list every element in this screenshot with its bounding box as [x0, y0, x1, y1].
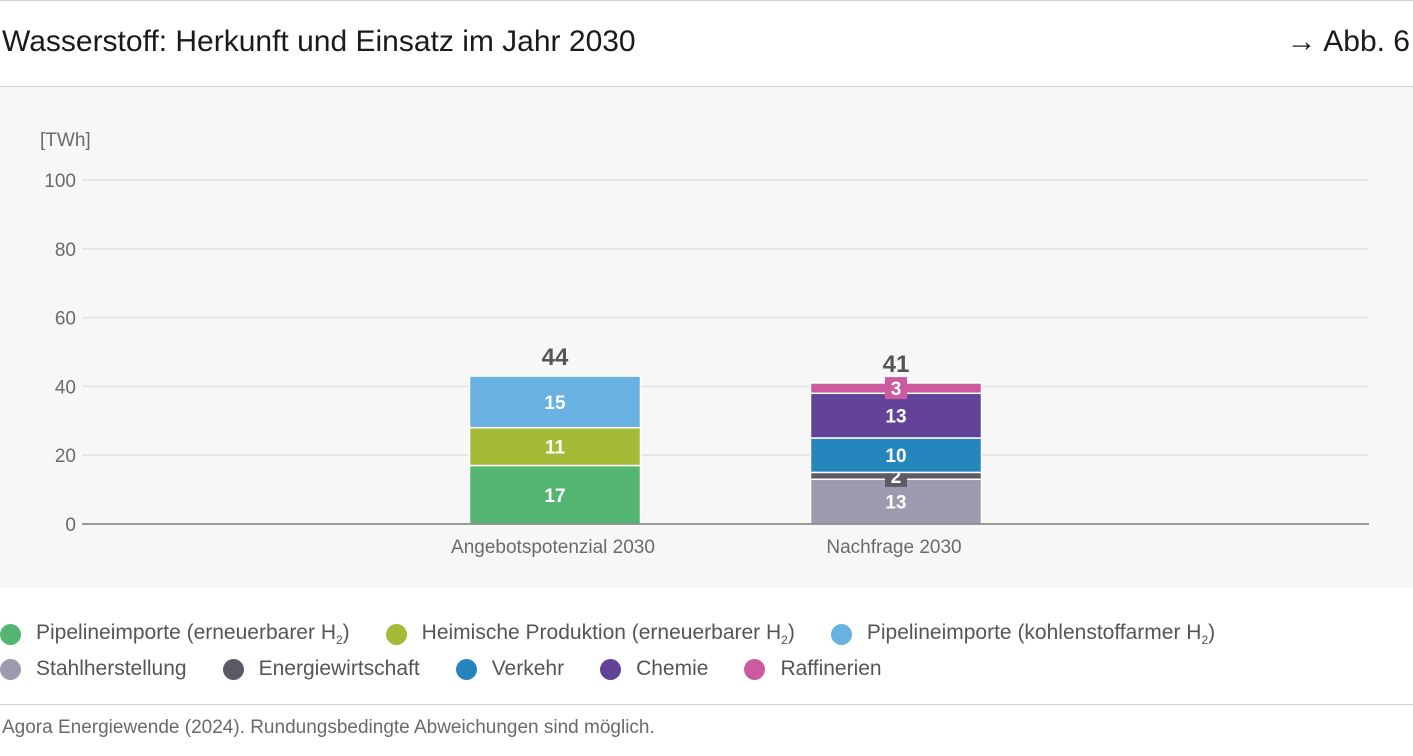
x-category-label: Nachfrage 2030 [826, 537, 961, 558]
legend-label: Pipelineimporte (kohlenstoffarmer H2) [866, 620, 1216, 648]
value-label: 2 [891, 467, 902, 488]
legend-swatch [744, 658, 766, 680]
value-label: 10 [885, 446, 906, 467]
value-label: 17 [544, 486, 565, 507]
header: Wasserstoff: Herkunft und Einsatz im Jah… [0, 0, 1413, 87]
value-label: 13 [885, 493, 906, 514]
legend-label: Heimische Produktion (erneuerbarer H2) [421, 620, 795, 648]
bar-segment [468, 375, 642, 429]
value-label: 3 [891, 379, 902, 400]
legend-row-2: Stahlherstellung Energiewirtschaft Verkehr… [0, 654, 918, 684]
bar-segment [809, 478, 983, 525]
y-axis-label: [TWh] [40, 130, 91, 151]
y-tick-label: 80 [55, 240, 76, 261]
legend-label: Chemie [636, 657, 709, 680]
y-tick-label: 20 [55, 446, 76, 467]
top-rule [0, 0, 1413, 1]
legend-item: Pipelineimporte (kohlenstoffarmer H2) [830, 620, 1216, 648]
x-category-label: Angebotspotenzial 2030 [451, 537, 655, 558]
legend-swatch [600, 658, 622, 680]
legend-swatch [385, 623, 407, 645]
y-tick-label: 60 [55, 309, 76, 330]
legend-item: Verkehr [455, 657, 565, 681]
y-tick-label: 100 [44, 171, 76, 192]
value-label-box [885, 377, 907, 400]
legend-label: Verkehr [491, 657, 565, 680]
legend-item: Energiewirtschaft [222, 657, 420, 681]
y-tick-label: 40 [55, 377, 76, 398]
figure-reference-link[interactable]: → Abb. 6 [1286, 25, 1410, 58]
legend-swatch [0, 658, 21, 680]
legend-row-1: Pipelineimporte (erneuerbarer H2) Heimisc… [0, 619, 1251, 649]
legend-item: Raffinerien [744, 657, 882, 681]
legend-label: Stahlherstellung [36, 657, 187, 680]
legend-label: Raffinerien [780, 657, 882, 680]
legend-item: Heimische Produktion (erneuerbarer H2) [385, 620, 795, 648]
legend-item: Chemie [600, 657, 708, 681]
source-note: Agora Energiewende (2024). Rundungsbedin… [2, 717, 655, 738]
legend-swatch [0, 623, 21, 645]
value-label: 11 [545, 438, 566, 459]
legend-item: Pipelineimporte (erneuerbarer H2) [0, 621, 350, 647]
bar-segment [809, 392, 983, 439]
source-divider [0, 704, 1413, 705]
chart-title: Wasserstoff: Herkunft und Einsatz im Jah… [2, 25, 636, 58]
plot-background [0, 87, 1413, 588]
total-label: 44 [542, 344, 569, 371]
value-label: 13 [885, 407, 906, 428]
y-tick-label: 0 [65, 515, 76, 536]
legend-label: Pipelineimporte (erneuerbarer H2) [36, 620, 350, 648]
stacked-bar-chart: 0 20 40 60 80 100 [TWh] 17 11 15 44 Angebotspotenzi… [40, 130, 1369, 558]
total-label: 41 [883, 351, 910, 378]
bar-segment [809, 437, 983, 474]
legend-item: Stahlherstellung [0, 657, 187, 681]
legend-swatch [222, 658, 244, 680]
value-label: 15 [544, 393, 566, 414]
legend-swatch [830, 623, 852, 645]
legend-label: Energiewirtschaft [258, 657, 420, 680]
legend-swatch [455, 658, 477, 680]
